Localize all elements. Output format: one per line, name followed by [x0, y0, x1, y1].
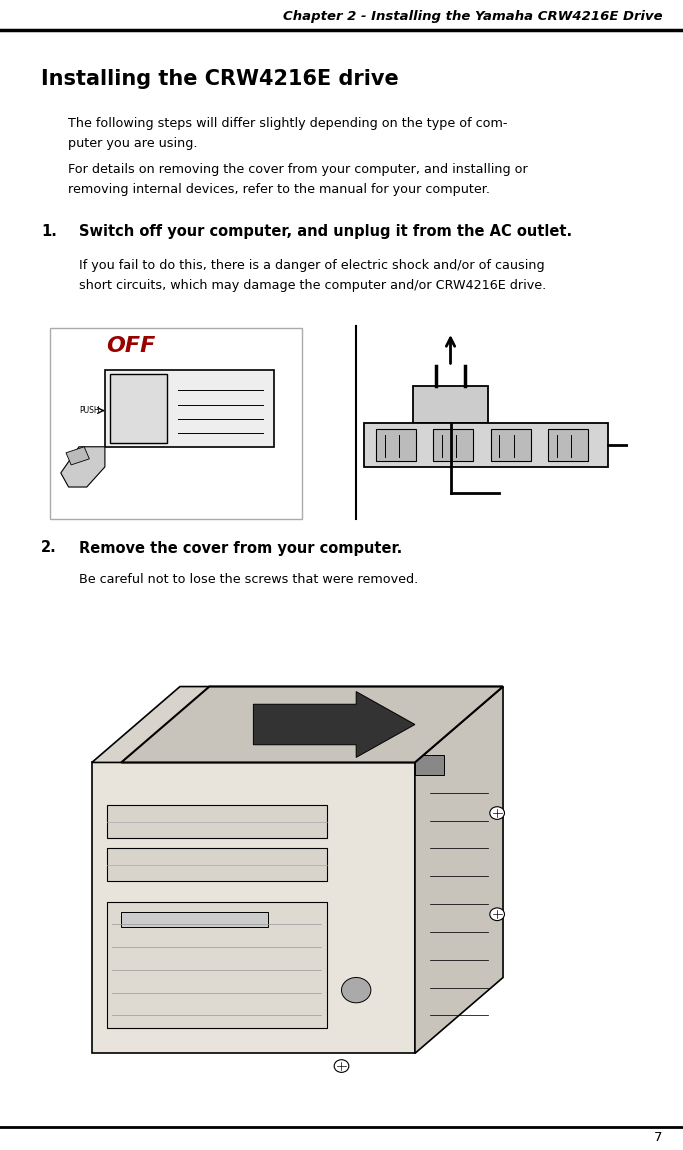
Polygon shape	[66, 446, 89, 465]
Bar	[105, 370, 274, 446]
Bar	[376, 429, 416, 461]
Bar	[107, 805, 326, 838]
Bar	[107, 849, 326, 881]
Text: 7: 7	[654, 1132, 663, 1144]
Text: Installing the CRW4216E drive: Installing the CRW4216E drive	[41, 69, 399, 89]
Bar	[365, 422, 609, 467]
Bar	[433, 429, 473, 461]
Polygon shape	[122, 687, 503, 762]
Polygon shape	[61, 446, 105, 488]
Bar	[490, 429, 531, 461]
Bar	[107, 902, 326, 1028]
Bar	[110, 375, 167, 443]
Text: OFF: OFF	[106, 336, 156, 356]
Bar	[122, 912, 268, 927]
Bar	[415, 754, 444, 775]
Text: Switch off your computer, and unplug it from the AC outlet.: Switch off your computer, and unplug it …	[79, 224, 572, 239]
Text: 2.: 2.	[41, 540, 57, 555]
Text: 1.: 1.	[41, 224, 57, 239]
Polygon shape	[92, 762, 415, 1053]
Text: Chapter 2 - Installing the Yamaha CRW4216E Drive: Chapter 2 - Installing the Yamaha CRW421…	[283, 10, 663, 23]
Polygon shape	[92, 687, 503, 762]
Bar	[548, 429, 588, 461]
Circle shape	[490, 908, 505, 920]
Text: If you fail to do this, there is a danger of electric shock and/or of causing
sh: If you fail to do this, there is a dange…	[79, 259, 546, 292]
Bar	[413, 386, 488, 422]
Text: For details on removing the cover from your computer, and installing or
removing: For details on removing the cover from y…	[68, 163, 528, 197]
Text: Be careful not to lose the screws that were removed.: Be careful not to lose the screws that w…	[79, 573, 418, 585]
Text: The following steps will differ slightly depending on the type of com-
puter you: The following steps will differ slightly…	[68, 117, 507, 151]
Text: PUSH: PUSH	[79, 406, 100, 415]
Text: Remove the cover from your computer.: Remove the cover from your computer.	[79, 540, 402, 555]
Circle shape	[342, 978, 371, 1003]
Circle shape	[334, 1060, 349, 1072]
Circle shape	[490, 807, 505, 819]
Polygon shape	[415, 687, 503, 1053]
Polygon shape	[253, 691, 415, 758]
